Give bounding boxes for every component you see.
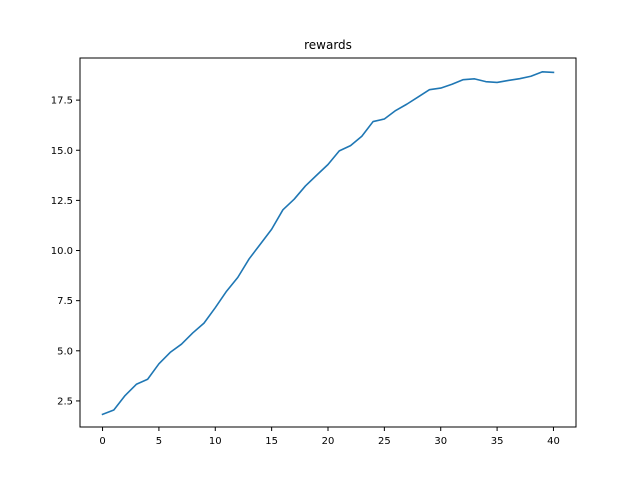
series-group — [101, 71, 555, 416]
x-tick-label: 40 — [547, 436, 560, 447]
x-tick-label: 5 — [156, 436, 162, 447]
y-tick-label: 17.5 — [51, 96, 73, 107]
x-tick-label: 10 — [209, 436, 222, 447]
y-tick-label: 15.0 — [51, 146, 73, 157]
y-axis: 2.5 5.0 7.5 10.0 12.5 15.0 17.5 — [51, 96, 80, 407]
rewards-series-line — [101, 71, 555, 416]
x-tick-label: 25 — [378, 436, 391, 447]
x-axis: 0 5 10 15 20 25 30 35 40 — [99, 427, 560, 447]
chart-title: rewards — [304, 38, 352, 52]
y-tick-label: 7.5 — [57, 296, 73, 307]
x-tick-label: 0 — [99, 436, 105, 447]
x-tick-label: 15 — [265, 436, 278, 447]
x-tick-label: 20 — [322, 436, 335, 447]
x-tick-label: 30 — [434, 436, 447, 447]
plot-area-frame — [79, 57, 577, 428]
y-tick-label: 2.5 — [57, 396, 73, 407]
x-tick-label: 35 — [491, 436, 504, 447]
y-tick-label: 5.0 — [57, 346, 73, 357]
y-tick-label: 12.5 — [51, 196, 73, 207]
y-tick-label: 10.0 — [51, 246, 73, 257]
